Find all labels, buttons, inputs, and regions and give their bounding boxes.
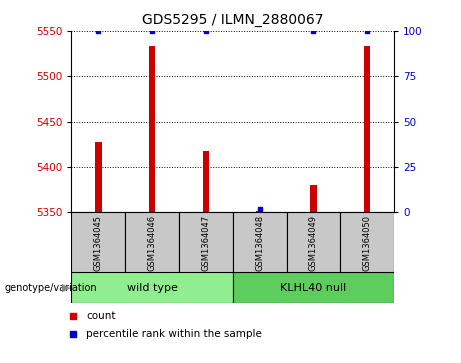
Bar — [310, 185, 317, 212]
Bar — [95, 142, 101, 212]
Text: GSM1364049: GSM1364049 — [309, 215, 318, 272]
Bar — [364, 46, 371, 212]
Text: genotype/variation: genotype/variation — [5, 283, 97, 293]
Text: percentile rank within the sample: percentile rank within the sample — [87, 329, 262, 339]
Bar — [287, 212, 340, 272]
Bar — [340, 212, 394, 272]
Bar — [233, 212, 287, 272]
Bar — [71, 212, 125, 272]
Title: GDS5295 / ILMN_2880067: GDS5295 / ILMN_2880067 — [142, 13, 324, 27]
Bar — [71, 272, 233, 303]
Text: GSM1364047: GSM1364047 — [201, 215, 210, 272]
Text: GSM1364048: GSM1364048 — [255, 215, 264, 272]
Text: ▶: ▶ — [62, 283, 71, 293]
Bar — [203, 151, 209, 212]
Bar — [149, 46, 155, 212]
Text: count: count — [87, 311, 116, 321]
Text: GSM1364045: GSM1364045 — [94, 215, 103, 272]
Bar — [179, 212, 233, 272]
Bar — [233, 272, 394, 303]
Text: wild type: wild type — [127, 283, 177, 293]
Bar — [125, 212, 179, 272]
Text: KLHL40 null: KLHL40 null — [280, 283, 347, 293]
Text: GSM1364050: GSM1364050 — [363, 215, 372, 272]
Text: GSM1364046: GSM1364046 — [148, 215, 157, 272]
Bar — [256, 211, 263, 212]
